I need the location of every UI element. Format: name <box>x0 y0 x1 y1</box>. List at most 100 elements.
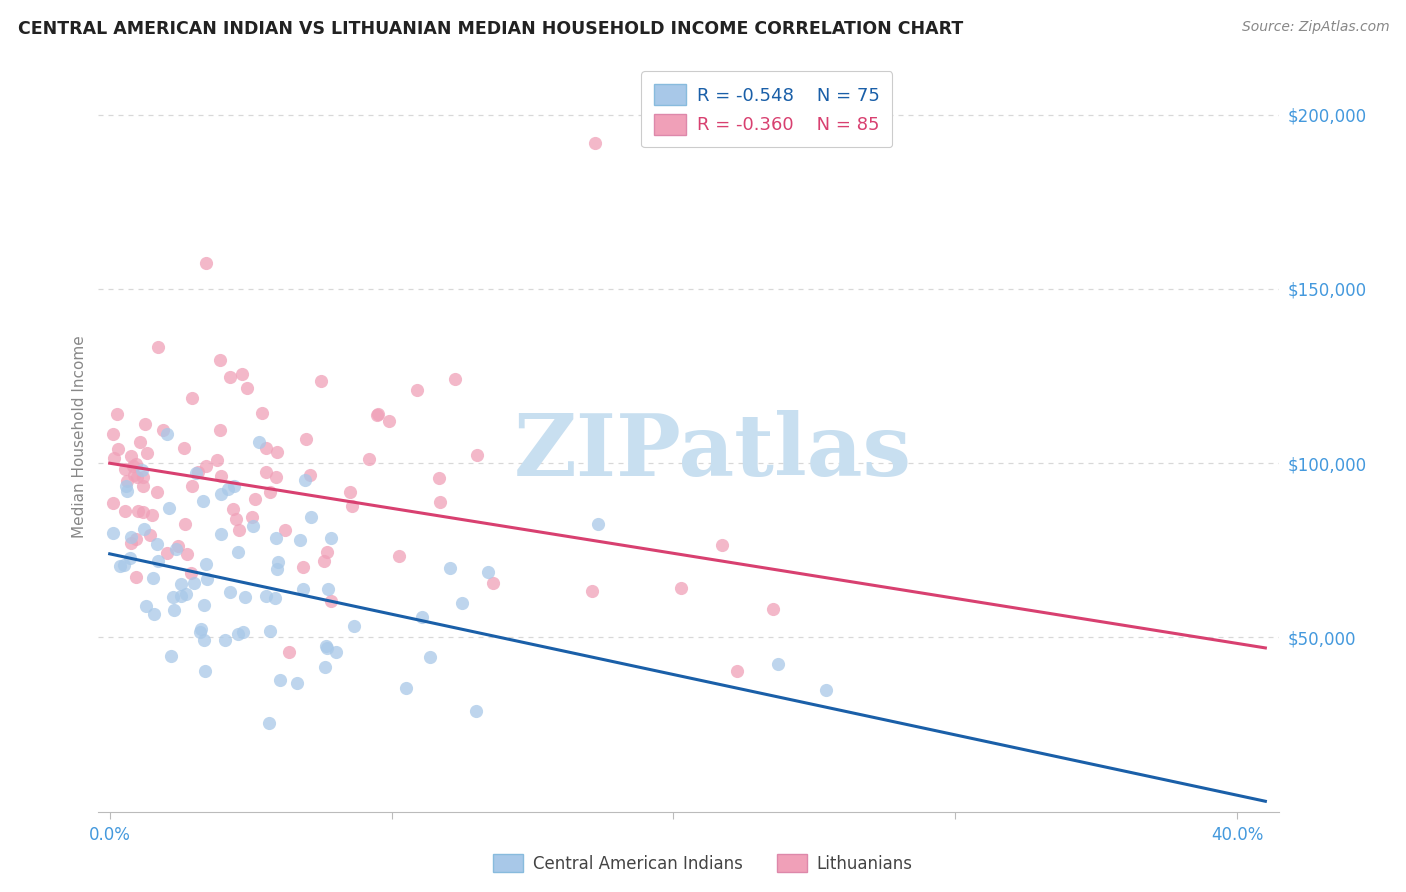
Point <box>152 423 174 437</box>
Point <box>114 504 136 518</box>
Point <box>208 423 231 437</box>
Point <box>156 546 179 560</box>
Point <box>725 665 748 679</box>
Point <box>264 531 287 545</box>
Point <box>146 537 169 551</box>
Point <box>319 531 342 545</box>
Point <box>127 504 149 518</box>
Point <box>219 585 242 599</box>
Point <box>669 581 692 595</box>
Point <box>142 607 165 621</box>
Point <box>194 557 217 571</box>
Point <box>378 414 401 428</box>
Point <box>266 562 288 576</box>
Point <box>299 510 322 524</box>
Point <box>325 645 347 659</box>
Point <box>142 571 165 585</box>
Point <box>451 596 474 610</box>
Point <box>259 715 281 730</box>
Point <box>395 681 418 695</box>
Point <box>316 640 339 655</box>
Point <box>191 493 214 508</box>
Point <box>277 645 299 659</box>
Point <box>108 558 131 573</box>
Point <box>766 657 789 672</box>
Point <box>419 650 441 665</box>
Point <box>312 553 335 567</box>
Point <box>252 406 274 420</box>
Point <box>183 576 205 591</box>
Point <box>188 625 211 640</box>
Point <box>319 593 342 607</box>
Point <box>127 469 149 483</box>
Point <box>174 516 197 531</box>
Y-axis label: Median Household Income: Median Household Income <box>72 335 87 539</box>
Point <box>125 457 148 471</box>
Point <box>316 582 339 597</box>
Point <box>242 518 264 533</box>
Point <box>195 572 218 586</box>
Point <box>339 485 361 500</box>
Legend: R = -0.548    N = 75, R = -0.360    N = 85: R = -0.548 N = 75, R = -0.360 N = 85 <box>641 71 893 147</box>
Point <box>122 468 145 483</box>
Point <box>120 449 142 463</box>
Point <box>190 622 212 636</box>
Point <box>141 508 163 522</box>
Point <box>482 575 505 590</box>
Point <box>167 540 190 554</box>
Point <box>465 704 488 718</box>
Point <box>388 549 411 563</box>
Point <box>163 602 186 616</box>
Point <box>340 499 363 513</box>
Point <box>259 624 281 639</box>
Point <box>148 554 170 568</box>
Point <box>184 466 207 480</box>
Point <box>115 483 138 498</box>
Point <box>288 533 311 548</box>
Point <box>170 577 193 591</box>
Point <box>294 473 316 487</box>
Point <box>226 627 249 641</box>
Point <box>101 496 124 510</box>
Point <box>357 451 380 466</box>
Point <box>222 502 245 516</box>
Point <box>128 435 150 450</box>
Point <box>443 371 465 385</box>
Point <box>214 632 236 647</box>
Point <box>135 599 157 614</box>
Point <box>134 417 156 431</box>
Point <box>406 383 429 397</box>
Point <box>122 459 145 474</box>
Point <box>583 136 606 150</box>
Point <box>174 587 197 601</box>
Point <box>193 598 215 612</box>
Point <box>228 523 250 537</box>
Point <box>710 538 733 552</box>
Point <box>132 479 155 493</box>
Point <box>114 462 136 476</box>
Point <box>173 442 195 456</box>
Point <box>181 479 204 493</box>
Point <box>162 590 184 604</box>
Point <box>205 453 228 467</box>
Point <box>139 527 162 541</box>
Point <box>125 570 148 584</box>
Point <box>145 485 167 500</box>
Point <box>193 632 215 647</box>
Point <box>194 665 217 679</box>
Point <box>105 407 128 421</box>
Point <box>209 527 232 541</box>
Point <box>103 450 125 465</box>
Point <box>115 474 138 488</box>
Point <box>112 558 135 573</box>
Point <box>465 448 488 462</box>
Point <box>156 426 179 441</box>
Point <box>233 591 256 605</box>
Point <box>429 494 451 508</box>
Point <box>243 491 266 506</box>
Point <box>160 648 183 663</box>
Point <box>120 550 142 565</box>
Text: ZIPatlas: ZIPatlas <box>513 410 911 494</box>
Point <box>101 426 124 441</box>
Point <box>115 479 138 493</box>
